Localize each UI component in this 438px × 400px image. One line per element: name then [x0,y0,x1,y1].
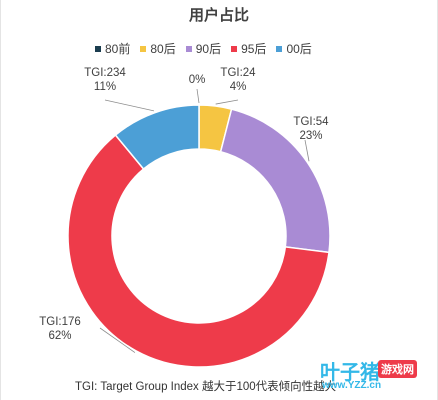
tgi-label-80后: TGI:24 [220,67,256,79]
chart-title: 用户占比 [188,7,249,24]
chart-footnote: TGI: Target Group Index 越大于100代表倾向性越大 [75,381,337,393]
legend-label-80后: 80后 [150,42,176,56]
watermark-logo: 叶子猪 游戏网 www.YZZ.cn [320,356,430,396]
watermark-url: www.YZZ.cn [322,380,382,391]
percent-label-00后: 11% [94,81,116,93]
watermark-brand: 叶子猪 [320,362,380,384]
legend-item-80前: 80前 [95,40,130,57]
tgi-label-90后: TGI:54 [293,116,329,128]
legend-swatch-90后 [185,45,192,52]
tgi-label-95后: TGI:176 [39,316,81,328]
legend-swatch-80后 [140,45,147,52]
legend-label-90后: 90后 [195,42,222,56]
legend-item-00后: 00后 [276,40,312,57]
legend-swatch-95后 [231,45,238,52]
legend-swatch-00后 [276,45,283,52]
percent-label-95后: 62% [48,330,71,342]
tgi-label-00后: TGI:234 [84,67,126,79]
percent-label-80前: 0% [189,74,206,86]
legend-label-80前: 80前 [105,42,131,56]
legend-item-95后: 95后 [231,40,266,57]
legend-label-95后: 95后 [241,42,267,56]
legend-label-00后: 00后 [286,42,312,56]
donut-slice-95后 [67,134,330,368]
leader-line-80后 [215,99,239,105]
legend-item-90后: 90后 [185,40,222,57]
legend-swatch-80前 [95,45,101,52]
leader-line-80前 [196,88,200,104]
percent-label-90后: 23% [299,130,322,142]
chart-legend: 80前 80后 90后 95后 00后 [95,40,312,57]
leader-line-90后 [304,139,310,162]
donut-slice-00后 [114,104,200,171]
legend-item-80后: 80后 [140,40,176,57]
leader-line-00后 [104,99,155,112]
leader-line-95后 [99,327,136,353]
watermark-badge: 游戏网 [378,360,417,378]
percent-label-80后: 4% [230,81,247,93]
